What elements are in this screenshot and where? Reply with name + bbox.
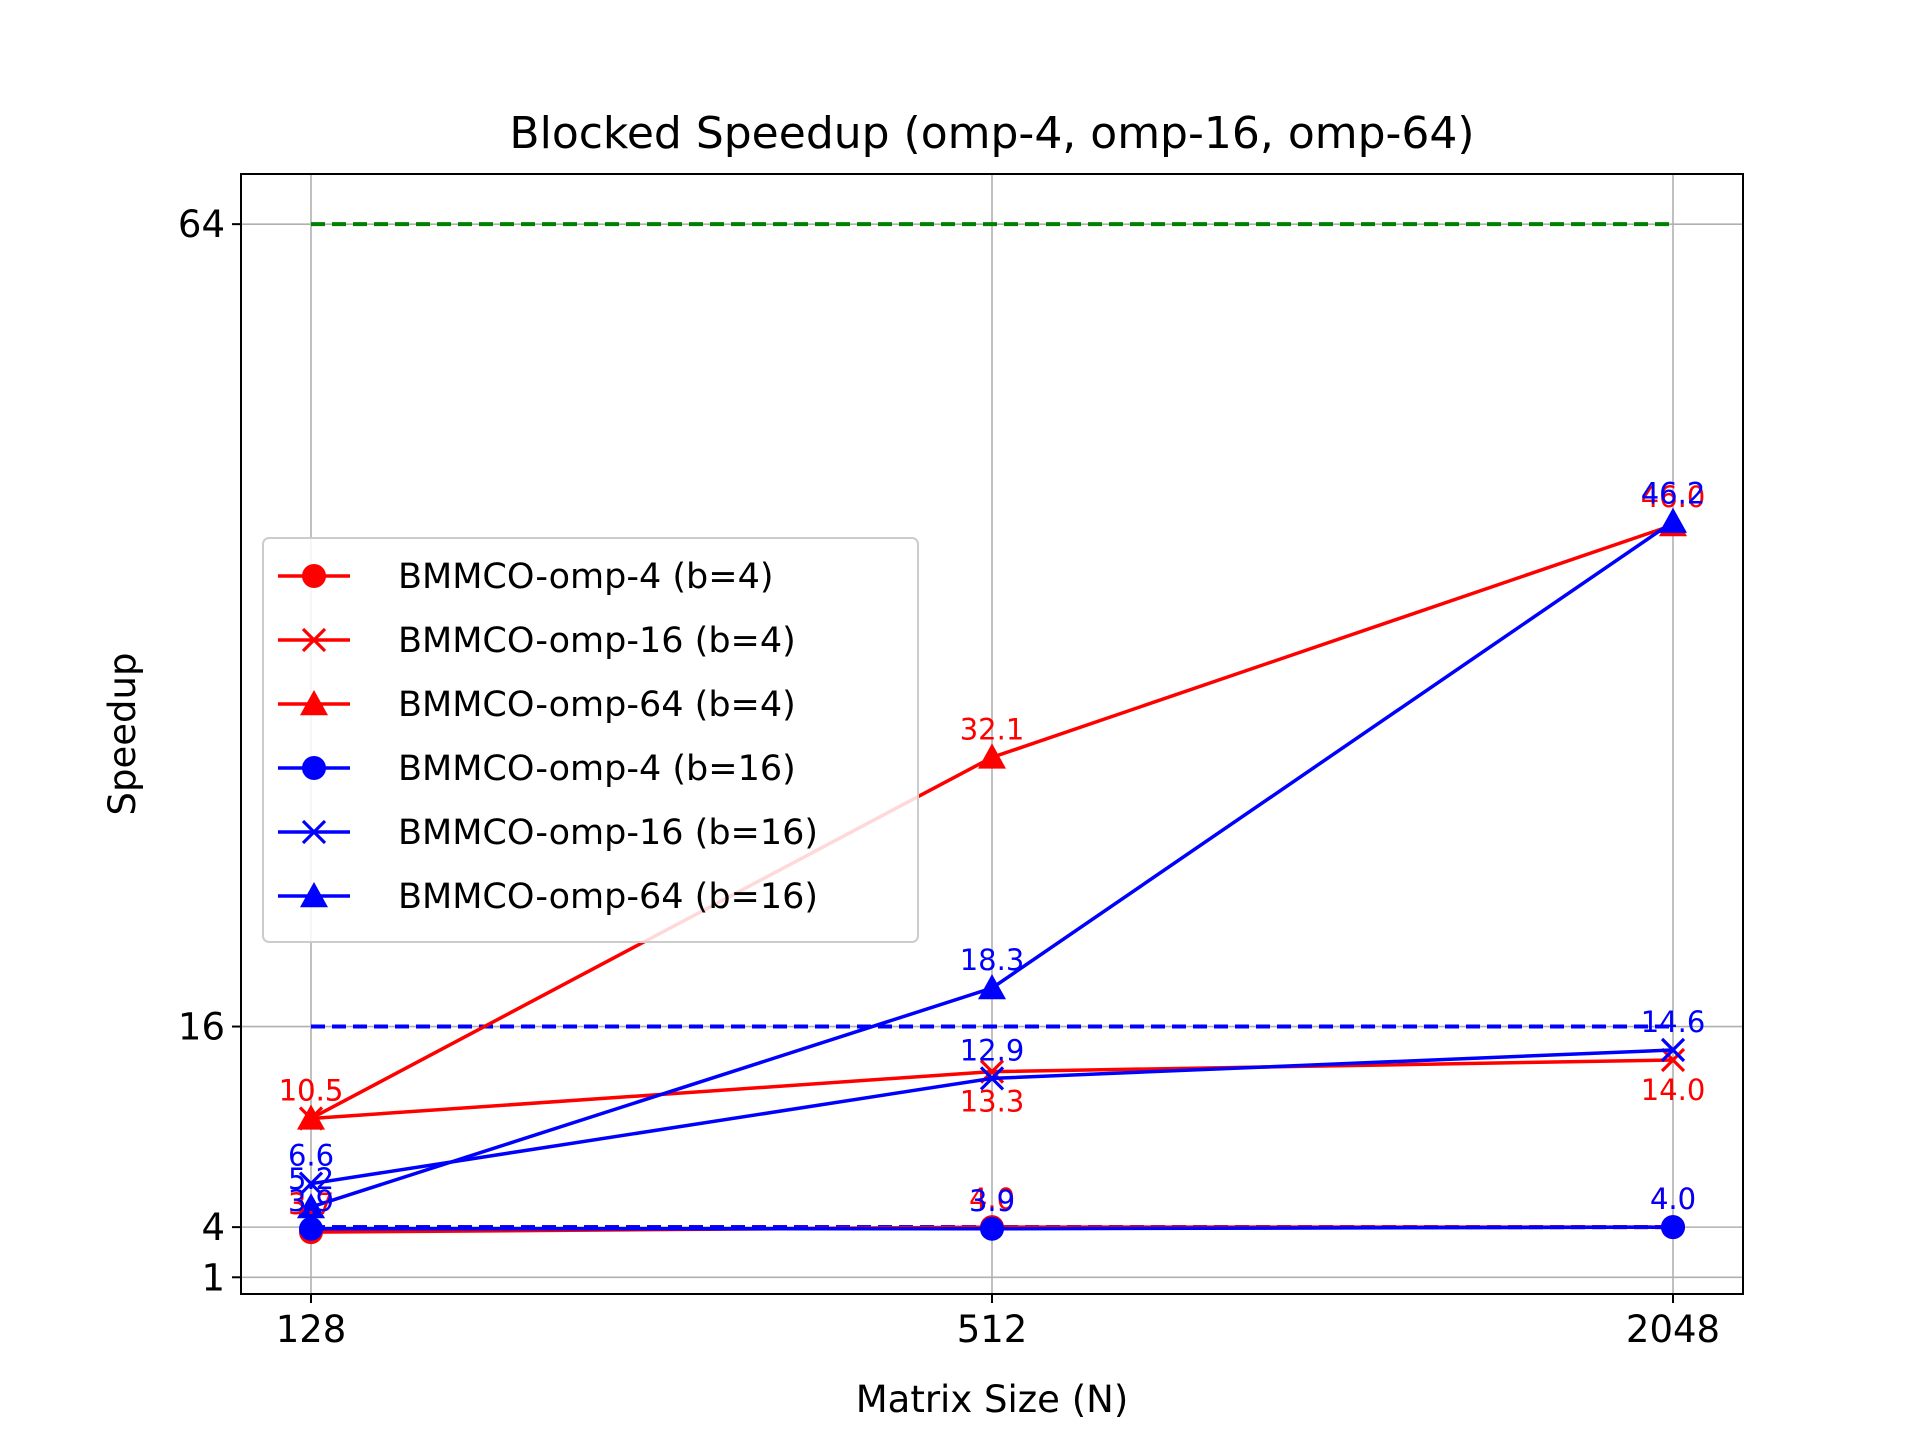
point-marker bbox=[297, 1104, 325, 1130]
point-marker bbox=[298, 1171, 324, 1196]
data-label: 3.7 bbox=[288, 1187, 334, 1221]
legend-label: BMMCO-omp-16 (b=4) bbox=[398, 621, 796, 661]
legend-label: BMMCO-omp-4 (b=16) bbox=[398, 749, 796, 789]
point-marker bbox=[301, 627, 327, 653]
data-label: 10.5 bbox=[279, 1073, 344, 1107]
series-4 bbox=[298, 1037, 1686, 1196]
point-marker bbox=[978, 743, 1006, 769]
data-label: 14.0 bbox=[1641, 1073, 1706, 1107]
y-tick-label: 1 bbox=[201, 1256, 225, 1299]
point-marker bbox=[302, 564, 326, 588]
x-tick-label: 512 bbox=[957, 1308, 1028, 1351]
data-label: 4.0 bbox=[969, 1182, 1015, 1216]
legend-item: BMMCO-omp-64 (b=16) bbox=[278, 877, 818, 917]
data-label: 3.9 bbox=[969, 1184, 1015, 1218]
x-tick-label: 128 bbox=[276, 1308, 347, 1351]
y-tick-label: 4 bbox=[201, 1206, 225, 1249]
data-label: 13.3 bbox=[960, 1085, 1025, 1119]
point-marker bbox=[1660, 1037, 1686, 1063]
legend-label: BMMCO-omp-64 (b=4) bbox=[398, 685, 796, 725]
point-marker bbox=[978, 974, 1006, 1000]
data-labels: 3.7 4.0 4.010.5 13.3 14.010.532.146.03.9 3.9 4… bbox=[279, 477, 1706, 1221]
point-marker bbox=[1659, 507, 1687, 533]
point-marker bbox=[980, 1216, 1004, 1241]
data-label: 32.1 bbox=[960, 712, 1025, 746]
legend: BMMCO-omp-4 (b=4) BMMCO-omp-16 (b=4) BMMCO… bbox=[262, 537, 919, 943]
point-marker bbox=[300, 690, 328, 716]
point-marker bbox=[300, 882, 328, 908]
data-label: 46.0 bbox=[1641, 480, 1706, 514]
y-tick-label: 64 bbox=[178, 203, 225, 246]
y-axis-label: Speedup bbox=[101, 653, 144, 816]
data-label: 46.2 bbox=[1641, 477, 1706, 511]
point-marker bbox=[1660, 1047, 1686, 1073]
y-axis-ticks: 1 4 16 64 bbox=[178, 203, 241, 1299]
data-label: 18.3 bbox=[960, 943, 1025, 977]
data-label: 14.6 bbox=[1641, 1005, 1706, 1039]
point-marker bbox=[979, 1066, 1005, 1091]
series-3 bbox=[299, 1215, 1685, 1241]
legend-label: BMMCO-omp-4 (b=4) bbox=[398, 557, 774, 597]
point-marker bbox=[297, 1193, 325, 1219]
point-marker bbox=[1661, 1215, 1685, 1240]
point-marker bbox=[299, 1216, 323, 1241]
legend-item: BMMCO-omp-4 (b=4) bbox=[278, 557, 774, 597]
data-label: 10.5 bbox=[279, 1073, 344, 1107]
data-label: 5.2 bbox=[288, 1162, 334, 1196]
legend-label: BMMCO-omp-64 (b=16) bbox=[398, 877, 818, 917]
legend-item: BMMCO-omp-4 (b=16) bbox=[278, 749, 796, 789]
data-label: 4.0 bbox=[1650, 1182, 1696, 1216]
data-label: 12.9 bbox=[960, 1033, 1025, 1067]
legend-box bbox=[262, 537, 919, 943]
point-marker bbox=[301, 819, 327, 845]
x-axis-label: Matrix Size (N) bbox=[856, 1378, 1129, 1421]
legend-item: BMMCO-omp-16 (b=4) bbox=[278, 621, 796, 661]
data-label: 4.0 bbox=[1650, 1182, 1696, 1216]
legend-item: BMMCO-omp-64 (b=4) bbox=[278, 685, 796, 725]
y-tick-label: 16 bbox=[178, 1006, 225, 1049]
data-label: 3.9 bbox=[288, 1184, 334, 1218]
x-axis-ticks: 128 512 2048 bbox=[276, 1294, 1720, 1351]
chart-title: Blocked Speedup (omp-4, omp-16, omp-64) bbox=[509, 108, 1474, 159]
series-group bbox=[297, 507, 1687, 1245]
series-5 bbox=[297, 507, 1687, 1219]
legend-label: BMMCO-omp-16 (b=16) bbox=[398, 813, 818, 853]
data-label: 6.6 bbox=[288, 1139, 334, 1173]
x-tick-label: 2048 bbox=[1626, 1308, 1720, 1351]
point-marker bbox=[302, 756, 326, 780]
legend-item: BMMCO-omp-16 (b=16) bbox=[278, 813, 818, 853]
